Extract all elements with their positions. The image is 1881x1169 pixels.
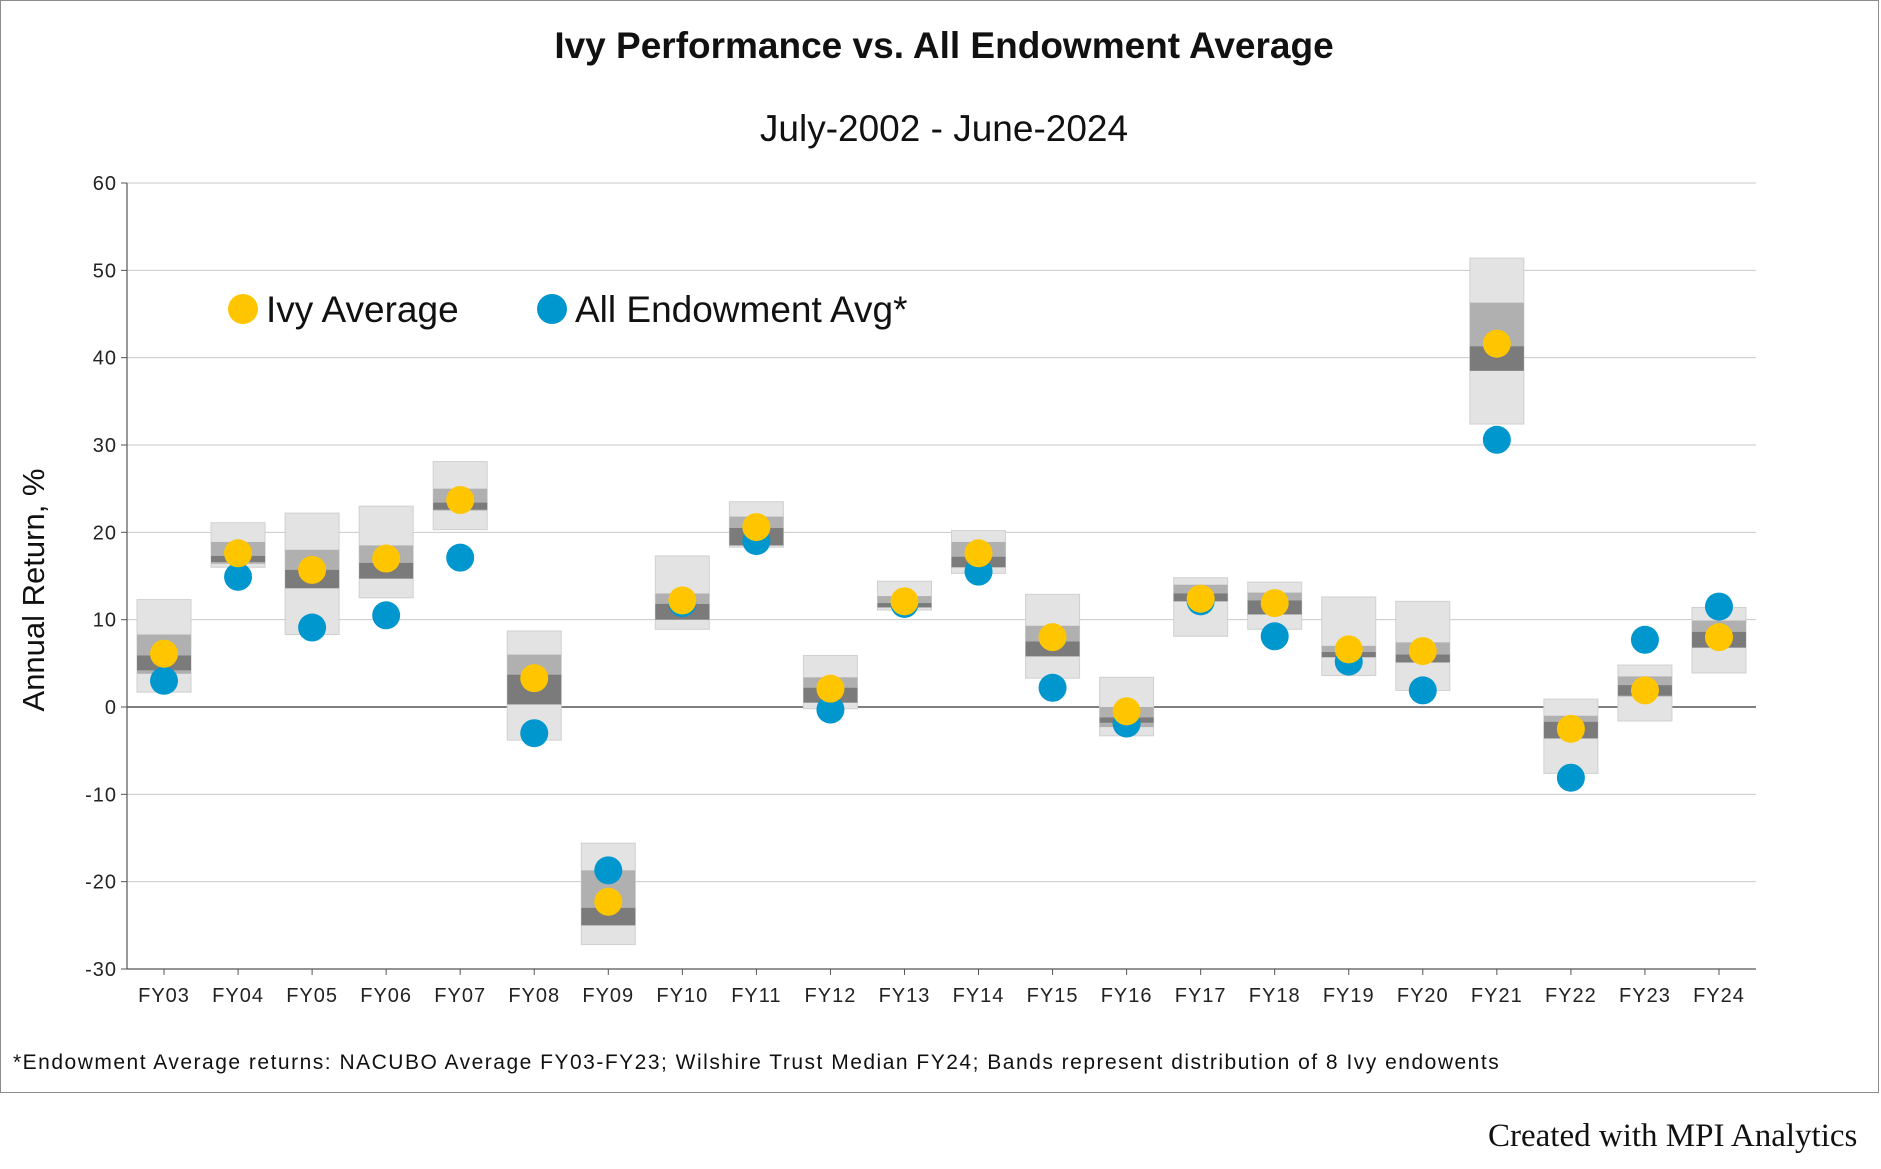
point-ivy-average-fy05 — [298, 555, 327, 584]
point-all-endowment-avg-fy03 — [150, 666, 179, 695]
x-tick-label: FY08 — [508, 985, 560, 1007]
point-ivy-average-fy20 — [1408, 637, 1437, 666]
footnote: *Endowment Average returns: NACUBO Avera… — [13, 1051, 1500, 1074]
x-tick-label: FY21 — [1471, 985, 1523, 1007]
y-tick-label: -30 — [85, 959, 117, 981]
y-tick-label: 60 — [93, 173, 117, 195]
y-tick-label: 50 — [93, 260, 117, 282]
point-all-endowment-avg-fy09 — [594, 856, 623, 885]
x-tick-label: FY24 — [1693, 985, 1745, 1007]
x-tick-label: FY16 — [1101, 985, 1153, 1007]
point-ivy-average-fy08 — [520, 664, 549, 693]
point-all-endowment-avg-fy12 — [816, 695, 845, 724]
point-ivy-average-fy15 — [1038, 623, 1067, 652]
x-tick-label: FY09 — [582, 985, 634, 1007]
point-all-endowment-avg-fy20 — [1408, 676, 1437, 705]
x-tick-label: FY14 — [953, 985, 1005, 1007]
credit-text: Created with MPI Analytics — [1488, 1118, 1858, 1154]
distribution-bands — [136, 257, 1747, 946]
point-ivy-average-fy10 — [668, 586, 697, 615]
band-fy06 — [358, 505, 414, 599]
point-all-endowment-avg-fy07 — [446, 543, 475, 572]
x-tick-label: FY23 — [1619, 985, 1671, 1007]
y-tick-label: 0 — [105, 697, 117, 719]
point-ivy-average-fy06 — [372, 544, 401, 573]
point-ivy-average-fy22 — [1556, 714, 1585, 743]
point-ivy-average-fy17 — [1186, 584, 1215, 613]
y-axis-label: Annual Return, % — [16, 469, 51, 712]
band-fy20 — [1395, 600, 1451, 691]
x-tick-label: FY06 — [360, 985, 412, 1007]
point-ivy-average-fy23 — [1630, 676, 1659, 705]
x-tick-label: FY20 — [1397, 985, 1449, 1007]
band-core — [581, 907, 636, 926]
x-tick-label: FY17 — [1175, 985, 1227, 1007]
legend-marker-all-endowment-avg — [537, 294, 567, 324]
x-tick-label: FY04 — [212, 985, 264, 1007]
point-all-endowment-avg-fy15 — [1038, 673, 1067, 702]
band-fy22 — [1543, 698, 1599, 774]
point-ivy-average-fy18 — [1260, 589, 1289, 618]
y-tick-label: -10 — [85, 784, 117, 806]
x-tick-label: FY12 — [805, 985, 857, 1007]
axes — [121, 182, 1756, 975]
legend: Ivy Average All Endowment Avg* — [228, 289, 908, 330]
x-tick-label: FY05 — [286, 985, 338, 1007]
data-points — [150, 329, 1733, 916]
x-tick-label: FY18 — [1249, 985, 1301, 1007]
point-ivy-average-fy19 — [1334, 635, 1363, 664]
point-all-endowment-avg-fy04 — [224, 562, 253, 591]
legend-label-ivy-average: Ivy Average — [266, 289, 459, 330]
x-tick-label: FY15 — [1027, 985, 1079, 1007]
point-all-endowment-avg-fy06 — [372, 601, 401, 630]
point-all-endowment-avg-fy18 — [1260, 622, 1289, 651]
point-all-endowment-avg-fy23 — [1630, 625, 1659, 654]
point-all-endowment-avg-fy22 — [1556, 763, 1585, 792]
point-ivy-average-fy16 — [1112, 697, 1141, 726]
x-tick-labels: FY03 FY04 FY05 FY06 FY07 FY08 FY09 FY10 FY11 FY12… — [138, 985, 1745, 1007]
point-ivy-average-fy09 — [594, 887, 623, 916]
chart-subtitle: July-2002 - June-2024 — [760, 108, 1128, 149]
x-tick-label: FY11 — [731, 985, 781, 1007]
point-ivy-average-fy21 — [1482, 329, 1511, 358]
x-tick-label: FY10 — [656, 985, 708, 1007]
point-all-endowment-avg-fy21 — [1482, 425, 1511, 454]
point-ivy-average-fy07 — [446, 486, 475, 515]
legend-label-all-endowment-avg: All Endowment Avg* — [575, 289, 908, 330]
x-tick-label: FY13 — [879, 985, 931, 1007]
point-ivy-average-fy11 — [742, 513, 771, 542]
chart-frame: Ivy Performance vs. All Endowment Averag… — [0, 0, 1879, 1093]
y-tick-label: 20 — [93, 522, 117, 544]
legend-marker-ivy-average — [228, 294, 258, 324]
point-ivy-average-fy03 — [150, 639, 179, 668]
chart-title: Ivy Performance vs. All Endowment Averag… — [554, 25, 1333, 66]
x-tick-label: FY03 — [138, 985, 190, 1007]
point-ivy-average-fy04 — [224, 539, 253, 568]
y-tick-label: 40 — [93, 348, 117, 370]
y-tick-label: 10 — [93, 610, 117, 632]
point-ivy-average-fy13 — [890, 587, 919, 616]
y-tick-labels: 60 50 40 30 20 10 0 -10 -20 -30 — [85, 173, 117, 981]
x-tick-label: FY19 — [1323, 985, 1375, 1007]
point-all-endowment-avg-fy08 — [520, 719, 549, 748]
point-ivy-average-fy12 — [816, 674, 845, 703]
y-tick-label: -20 — [85, 872, 117, 894]
point-all-endowment-avg-fy05 — [298, 613, 327, 642]
x-tick-label: FY07 — [434, 985, 486, 1007]
point-all-endowment-avg-fy24 — [1704, 592, 1733, 621]
chart-svg: Ivy Performance vs. All Endowment Averag… — [13, 25, 1756, 1074]
point-ivy-average-fy14 — [964, 539, 993, 568]
point-ivy-average-fy24 — [1704, 623, 1733, 652]
y-tick-label: 30 — [93, 435, 117, 457]
x-tick-label: FY22 — [1545, 985, 1597, 1007]
